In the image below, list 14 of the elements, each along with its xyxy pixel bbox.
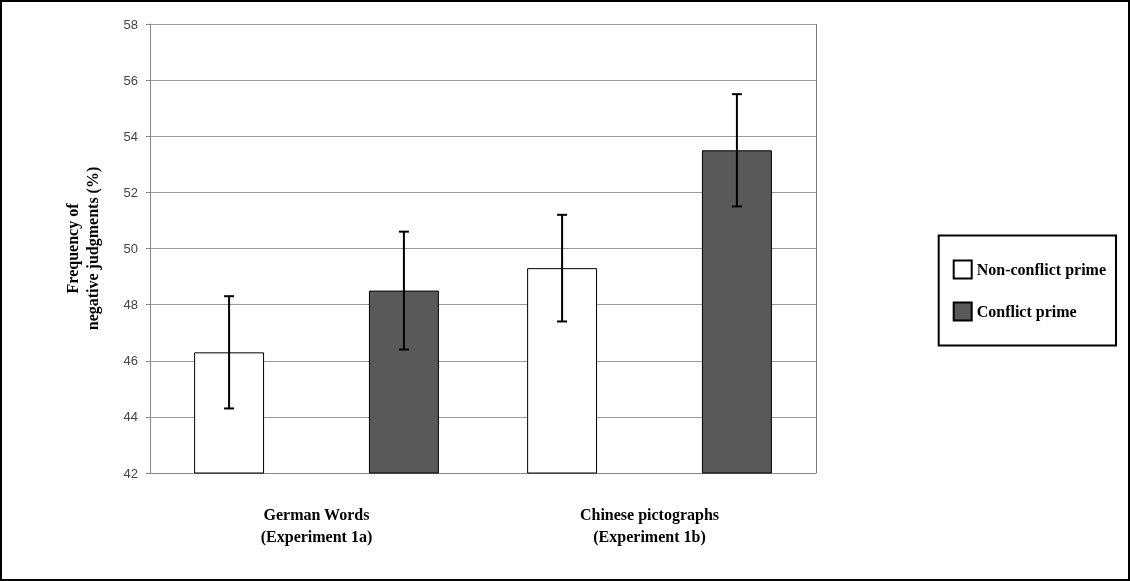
y-tick-label: 50	[123, 241, 138, 256]
y-tick-label: 52	[123, 184, 138, 200]
legend-label: Non-conflict prime	[976, 261, 1107, 279]
y-tick-label: 54	[123, 128, 138, 144]
y-tick-label: 48	[123, 297, 138, 313]
y-axis-title: Frequency of negative judgments (%)	[63, 166, 102, 331]
y-tick-label: 42	[123, 465, 138, 481]
legend-label: Conflict prime	[976, 303, 1077, 321]
x-tick-label: German Words (Experiment 1a)	[260, 505, 373, 546]
y-tick-label: 46	[123, 353, 138, 369]
y-tick-label: 58	[123, 16, 138, 32]
y-tick-label: 44	[123, 409, 138, 425]
x-tick-label: Chinese pictographs (Experiment 1b)	[579, 505, 720, 546]
y-tick-label: 56	[123, 72, 138, 88]
